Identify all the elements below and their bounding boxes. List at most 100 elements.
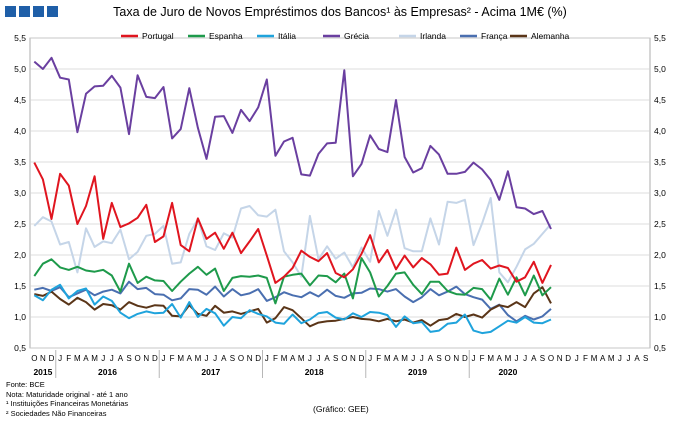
legend-label: Itália [278,31,296,41]
y-tick-label-right: 5,5 [654,33,666,43]
x-month-label: M [401,354,408,363]
x-month-label: J [575,354,579,363]
y-tick-label-left: 2,5 [14,219,26,229]
x-month-label: M [298,354,305,363]
x-month-label: M [281,354,288,363]
x-month-label: A [634,354,640,363]
x-month-label: J [265,354,269,363]
y-tick-label-right: 3,5 [654,157,666,167]
y-tick-label-right: 4,5 [654,95,666,105]
x-month-label: F [66,354,71,363]
x-month-label: O [548,354,554,363]
legend-label: Alemanha [531,31,570,41]
x-month-label: J [420,354,424,363]
y-tick-label-left: 5,0 [14,64,26,74]
x-year-label: 2016 [98,367,117,377]
x-month-label: S [540,354,545,363]
series-line-alemanha [34,286,552,328]
x-month-label: S [126,354,131,363]
y-tick-label-left: 1,0 [14,312,26,322]
x-month-label: N [247,354,253,363]
x-month-label: J [626,354,630,363]
x-month-label: J [161,354,165,363]
series-line-grécia [33,56,552,230]
x-year-label: 2019 [408,367,427,377]
x-month-label: N [453,354,459,363]
x-month-label: A [531,354,537,363]
series-line-espanha [33,257,552,305]
chart-title: Taxa de Juro de Novos Empréstimos dos Ba… [113,5,567,19]
series-line-irlanda [33,197,552,284]
y-tick-label-left: 3,5 [14,157,26,167]
x-month-label: D [255,354,261,363]
logo-square [47,6,58,17]
x-month-label: J [515,354,519,363]
x-month-label: M [505,354,512,363]
y-tick-label-left: 0,5 [14,343,26,353]
x-month-label: M [177,354,184,363]
x-month-label: M [591,354,598,363]
x-month-label: A [187,354,193,363]
legend-label: Espanha [209,31,243,41]
x-month-label: M [608,354,615,363]
y-tick-label-right: 4,0 [654,126,666,136]
x-month-label: M [384,354,391,363]
y-tick-label-left: 5,5 [14,33,26,43]
x-month-label: M [487,354,494,363]
x-month-label: A [221,354,227,363]
x-month-label: F [376,354,381,363]
x-month-label: O [238,354,244,363]
y-tick-label-left: 3,0 [14,188,26,198]
legend-label: Irlanda [420,31,446,41]
x-month-label: S [436,354,441,363]
x-month-label: D [152,354,158,363]
x-month-label: J [101,354,105,363]
x-month-label: F [480,354,485,363]
bank-logo [5,6,58,17]
y-tick-label-left: 2,0 [14,250,26,260]
x-month-label: D [565,354,571,363]
x-year-label: 2017 [201,367,220,377]
y-tick-label-right: 1,5 [654,281,666,291]
x-month-label: A [83,354,89,363]
x-month-label: M [91,354,98,363]
x-month-label: O [31,354,37,363]
logo-square [33,6,44,17]
x-month-label: J [308,354,312,363]
y-tick-label-right: 3,0 [654,188,666,198]
x-month-label: J [110,354,114,363]
legend-label: França [481,31,508,41]
x-month-label: A [324,354,330,363]
logo-square [5,6,16,17]
chart-notes: Fonte: BCE Nota: Maturidade original - a… [6,380,128,418]
x-month-label: A [290,354,296,363]
x-month-label: D [49,354,55,363]
series-line-itália [33,283,552,335]
x-month-label: N [40,354,46,363]
x-month-label: F [273,354,278,363]
y-tick-label-right: 5,0 [654,64,666,74]
footnote-ifm: ¹ Instituições Financeiras Monetárias [6,399,129,408]
y-tick-label-right: 2,5 [654,219,666,229]
x-month-label: J [368,354,372,363]
source-note: Fonte: BCE [6,380,45,389]
legend-label: Grécia [344,31,369,41]
y-tick-label-right: 1,0 [654,312,666,322]
y-tick-label-left: 1,5 [14,281,26,291]
x-month-label: J [316,354,320,363]
x-month-label: J [523,354,527,363]
x-month-label: J [213,354,217,363]
x-month-label: M [74,354,81,363]
x-month-label: M [195,354,202,363]
x-month-label: D [359,354,365,363]
x-month-label: J [618,354,622,363]
logo-square [19,6,30,17]
x-month-label: S [643,354,648,363]
x-year-label: 2015 [33,367,52,377]
x-month-label: A [393,354,399,363]
y-tick-label-right: 2,0 [654,250,666,260]
y-tick-label-left: 4,5 [14,95,26,105]
x-month-label: D [462,354,468,363]
x-month-label: O [341,354,347,363]
